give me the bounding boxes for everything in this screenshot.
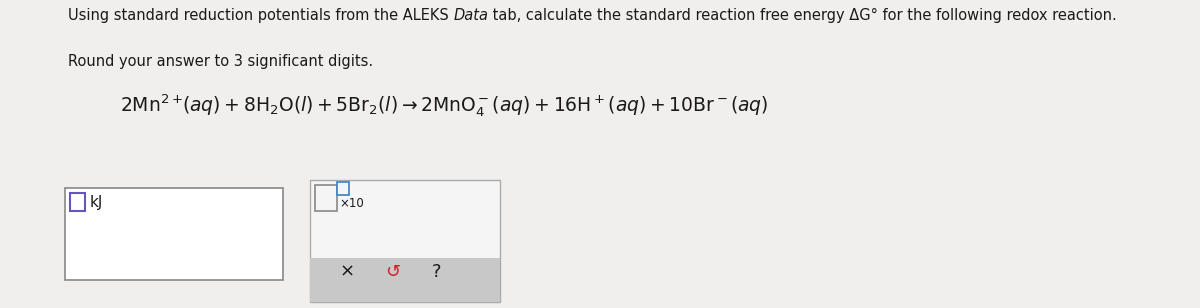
Text: ?: ? [432, 263, 442, 281]
Text: ×: × [340, 263, 355, 281]
Text: ×10: ×10 [338, 197, 364, 210]
FancyBboxPatch shape [310, 258, 500, 302]
FancyBboxPatch shape [70, 193, 85, 211]
FancyBboxPatch shape [310, 180, 500, 302]
Text: tab, calculate the standard reaction free energy ΔG° for the following redox rea: tab, calculate the standard reaction fre… [488, 8, 1117, 23]
Text: Round your answer to 3 significant digits.: Round your answer to 3 significant digit… [68, 54, 373, 69]
FancyBboxPatch shape [337, 182, 349, 195]
Text: $2\mathrm{Mn}^{2+}\!(\mathit{aq})+8\mathrm{H_2O}(\mathit{l})+5\mathrm{Br_2}(\mat: $2\mathrm{Mn}^{2+}\!(\mathit{aq})+8\math… [120, 92, 768, 119]
FancyBboxPatch shape [65, 188, 283, 280]
Text: kJ: kJ [90, 195, 103, 210]
Text: Data: Data [454, 8, 488, 23]
FancyBboxPatch shape [314, 185, 337, 211]
Text: ↺: ↺ [385, 263, 400, 281]
Text: Using standard reduction potentials from the ALEKS: Using standard reduction potentials from… [68, 8, 454, 23]
